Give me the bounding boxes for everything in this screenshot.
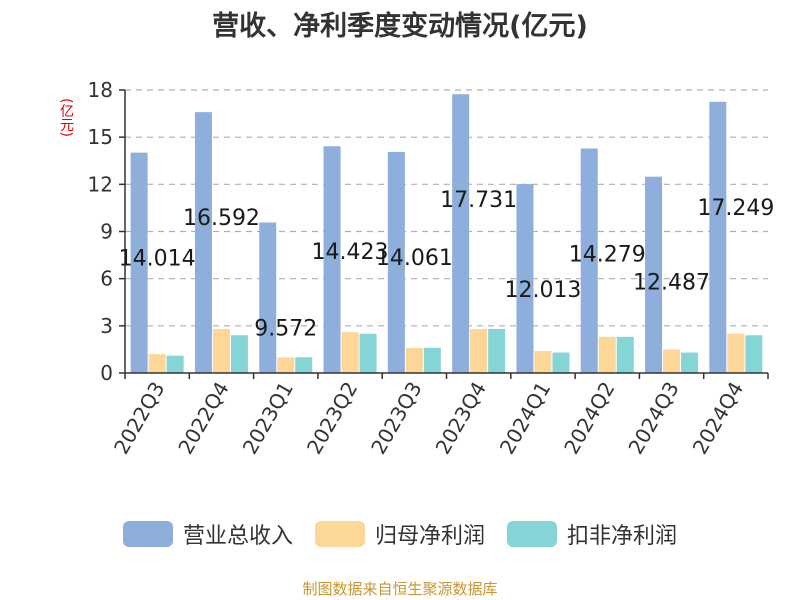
legend-swatch-net-profit [314,521,365,547]
bar-deducted-profit [166,355,184,373]
source-note: 制图数据来自恒生聚源数据库 [302,580,498,598]
x-tick-label: 2024Q4 [688,378,748,459]
legend-item-revenue[interactable]: 营业总收入 [122,518,293,550]
bar-deducted-profit [230,335,248,373]
x-tick-label: 2022Q3 [109,378,169,459]
bar-deducted-profit [745,335,763,373]
bar-revenue [387,151,405,373]
bar-deducted-profit [552,352,570,373]
legend-label-net-profit: 归母净利润 [374,524,485,549]
legend-label-deducted-profit: 扣非净利润 [567,524,678,549]
x-tick-label: 2024Q1 [495,378,555,459]
bar-deducted-profit [359,333,377,373]
y-tick-label: 18 [88,78,113,102]
bar-net-profit [405,347,423,373]
bar-deducted-profit [423,347,441,373]
bar-revenue [709,101,727,374]
y-axis-unit-label: (亿元) [58,97,74,137]
bars [130,94,763,374]
bar-net-profit [148,354,166,373]
bar-net-profit [341,332,359,373]
bar-net-profit [534,350,552,373]
bar-revenue [323,146,341,373]
data-label: 14.061 [376,246,453,271]
y-tick-label: 15 [88,125,113,149]
y-tick-label: 3 [100,314,113,338]
bar-revenue [452,94,470,373]
y-tick-label: 12 [88,172,113,196]
data-label: 16.592 [183,206,260,231]
bar-revenue [580,148,598,373]
y-tick-label: 6 [100,267,113,291]
data-label: 14.423 [312,240,389,265]
bar-deducted-profit [681,352,699,373]
legend-item-deducted-profit[interactable]: 扣非净利润 [507,518,677,550]
bar-revenue [516,184,534,373]
bar-net-profit [663,349,681,373]
bar-revenue [645,176,663,373]
data-label: 12.487 [633,271,710,296]
bar-deducted-profit [488,328,506,373]
x-tick-label: 2023Q2 [302,378,362,459]
grid-lines [125,89,768,327]
bar-net-profit [727,333,745,373]
data-label: 17.249 [697,196,774,221]
x-tick-label: 2023Q3 [366,378,426,459]
bar-revenue [194,112,212,373]
legend: 营业总收入 归母净利润 扣非净利润 [0,518,800,550]
bar-deducted-profit [295,357,313,373]
bar-net-profit [212,328,230,373]
x-tick-label: 2022Q4 [173,378,233,459]
y-tick-label: 9 [100,220,113,244]
data-label: 17.731 [440,188,517,213]
bar-deducted-profit [616,336,634,373]
data-label: 9.572 [254,317,317,342]
legend-item-net-profit[interactable]: 归母净利润 [314,518,485,550]
bar-net-profit [598,336,616,373]
bar-net-profit [277,357,295,373]
bar-revenue [259,222,277,373]
data-label: 14.279 [569,243,646,268]
legend-label-revenue: 营业总收入 [182,524,293,549]
data-label: 14.014 [119,247,196,272]
y-tick-label: 0 [100,361,113,385]
chart-title: 营收、净利季度变动情况(亿元) [212,11,588,42]
data-label: 12.013 [504,278,581,303]
bar-revenue [130,152,148,373]
x-tick-label: 2024Q3 [623,378,683,459]
legend-swatch-deducted-profit [507,521,557,547]
bar-net-profit [470,328,488,373]
x-tick-label: 2023Q4 [431,378,491,459]
x-tick-label: 2024Q2 [559,378,619,459]
x-tick-label: 2023Q1 [238,378,298,459]
legend-swatch-revenue [122,521,173,547]
